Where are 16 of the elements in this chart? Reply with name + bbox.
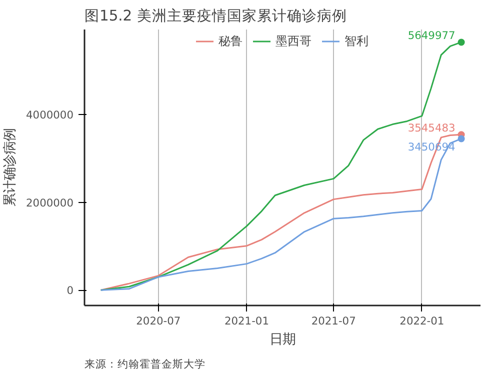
y-tick-label: 0 [66,284,74,298]
x-axis-title: 日期 [270,332,296,348]
data-label: 3545483 [408,122,456,135]
legend-label: 墨西哥 [276,32,312,50]
x-tick-label: 2020-07 [136,314,181,328]
legend-label: 智利 [344,32,368,50]
x-tick-label: 2021-01 [224,314,270,328]
legend-label: 秘鲁 [218,32,242,50]
source-note: 来源：约翰霍普金斯大学 [84,358,206,370]
chart-title: 图15.2 美洲主要疫情国家累计确诊病例 [84,8,347,24]
y-axis-title: 累计确诊病例 [3,128,18,206]
x-tick-label: 2022-01 [400,314,444,328]
data-label: 5649977 [408,29,456,42]
y-tick-label: 4000000 [26,108,74,122]
y-tick-label: 2000000 [26,196,74,210]
x-tick-label: 2021-07 [311,314,356,328]
